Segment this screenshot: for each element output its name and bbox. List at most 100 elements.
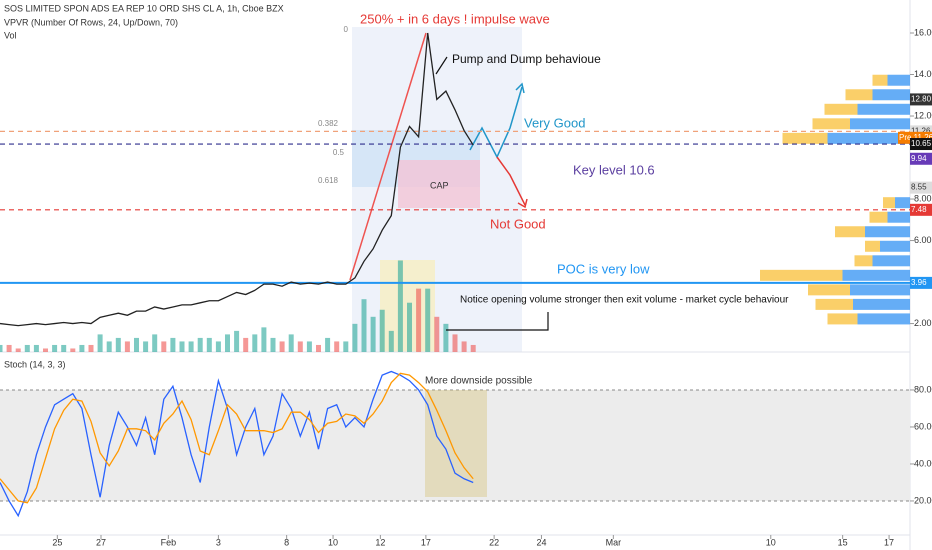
- volume-bar: [452, 334, 458, 352]
- volume-bar: [343, 341, 349, 352]
- volume-bar: [261, 327, 267, 352]
- volume-bar: [97, 334, 103, 352]
- volume-bar: [134, 337, 139, 352]
- fib-label: 0.5: [333, 148, 345, 157]
- price-label: 11.26: [911, 126, 931, 135]
- volume-bar: [334, 341, 340, 352]
- vpvr-up: [883, 197, 895, 209]
- vpvr-up: [782, 132, 828, 144]
- volume-bar: [306, 341, 312, 352]
- header-indicator: VPVR (Number Of Rows, 24, Up/Down, 70): [4, 17, 178, 27]
- volume-bar: [297, 341, 303, 352]
- y-tick-label: 2.00: [914, 318, 932, 328]
- volume-bar: [197, 337, 203, 352]
- impulse-line: [349, 32, 427, 281]
- x-tick-label: 3: [216, 537, 221, 547]
- vpvr-up: [865, 240, 880, 252]
- price-label-box: [910, 93, 932, 106]
- volume-bar: [79, 344, 85, 352]
- arrowhead: [517, 198, 528, 209]
- y-tick-label: 80.00: [914, 384, 932, 394]
- volume-bar: [243, 337, 249, 352]
- x-tick-label: 17: [884, 537, 894, 547]
- vpvr-up: [812, 118, 850, 130]
- vpvr-down: [853, 298, 910, 310]
- annotation: Not Good: [490, 216, 546, 231]
- series-line: [0, 370, 474, 518]
- volume-bar: [388, 330, 394, 352]
- vpvr-down: [887, 211, 910, 223]
- annotation: More downside possible: [425, 376, 533, 387]
- vpvr-down: [850, 118, 910, 130]
- vpvr-up: [824, 103, 858, 115]
- price-label-box: [910, 181, 932, 194]
- price-label-box: [910, 276, 932, 289]
- price-label-box: [910, 152, 932, 165]
- vpvr-down: [872, 255, 910, 267]
- volume-bar: [361, 299, 367, 352]
- x-tick-label: 24: [536, 537, 546, 547]
- x-tick-label: 12: [375, 537, 385, 547]
- vpvr-down: [842, 269, 910, 281]
- cap-zone: [398, 160, 480, 208]
- volume-bar: [33, 344, 39, 352]
- series-line: [0, 32, 474, 327]
- fib-label: 0: [344, 25, 349, 34]
- volume-bar: [52, 344, 58, 352]
- volume-bar: [270, 337, 276, 352]
- header-indicator: Vol: [4, 30, 17, 40]
- bear-projection: [496, 156, 526, 206]
- volume-bar: [252, 334, 258, 352]
- annotation: Notice opening volume stronger then exit…: [460, 295, 789, 306]
- header-title: SOS LIMITED SPON ADS EA REP 10 ORD SHS C…: [4, 3, 284, 13]
- y-tick-label: 12.00: [914, 110, 932, 120]
- volume-bar: [215, 341, 221, 352]
- x-tick-label: 15: [838, 537, 848, 547]
- y-tick-label: 8.00: [914, 193, 932, 203]
- volume-bar: [161, 341, 167, 352]
- y-tick-label: 40.00: [914, 458, 932, 468]
- volume-bar: [470, 344, 476, 352]
- vpvr-up: [808, 284, 850, 296]
- vpvr-up: [845, 89, 873, 101]
- volume-bar: [61, 344, 67, 352]
- y-tick-label: 20.00: [914, 495, 932, 505]
- pane-title: Stoch (14, 3, 3): [4, 359, 66, 369]
- arrowhead: [515, 82, 525, 94]
- fib-label: 0.382: [318, 119, 339, 128]
- vpvr-down: [850, 284, 910, 296]
- vpvr-up: [760, 269, 843, 281]
- x-tick-label: 10: [766, 537, 776, 547]
- volume-bar: [279, 341, 285, 352]
- volume-bar: [397, 260, 403, 352]
- vpvr-down: [865, 226, 910, 238]
- vpvr-down: [887, 74, 910, 86]
- vpvr-up: [827, 313, 858, 325]
- volume-bar: [179, 341, 185, 352]
- price-label: 7.48: [911, 205, 927, 214]
- vpvr-down: [872, 89, 910, 101]
- volume-bar: [0, 344, 3, 352]
- stoch-band: [0, 389, 910, 501]
- volume-bar: [43, 348, 48, 352]
- x-tick-label: 8: [284, 537, 289, 547]
- volume-bar: [443, 323, 449, 352]
- x-tick-label: 17: [421, 537, 431, 547]
- volume-bar: [170, 337, 176, 352]
- vpvr-up: [872, 74, 888, 86]
- price-label: Pre 11.26: [899, 133, 932, 142]
- price-label: 8.55: [911, 183, 927, 192]
- x-tick-label: 10: [328, 537, 338, 547]
- price-label-box: [910, 125, 932, 138]
- x-tick-label: 25: [52, 537, 62, 547]
- price-label: 10.65: [911, 139, 932, 148]
- volume-bar: [24, 344, 30, 352]
- volume-bar: [234, 330, 240, 352]
- annotation: 250% + in 6 days ! impulse wave: [360, 11, 550, 26]
- vpvr-down: [857, 103, 910, 115]
- volume-bar: [407, 302, 412, 352]
- volume-bar: [6, 344, 12, 352]
- y-tick-label: 16.00: [914, 27, 932, 37]
- volume-bar: [325, 337, 331, 352]
- annotation: CAP: [430, 180, 449, 190]
